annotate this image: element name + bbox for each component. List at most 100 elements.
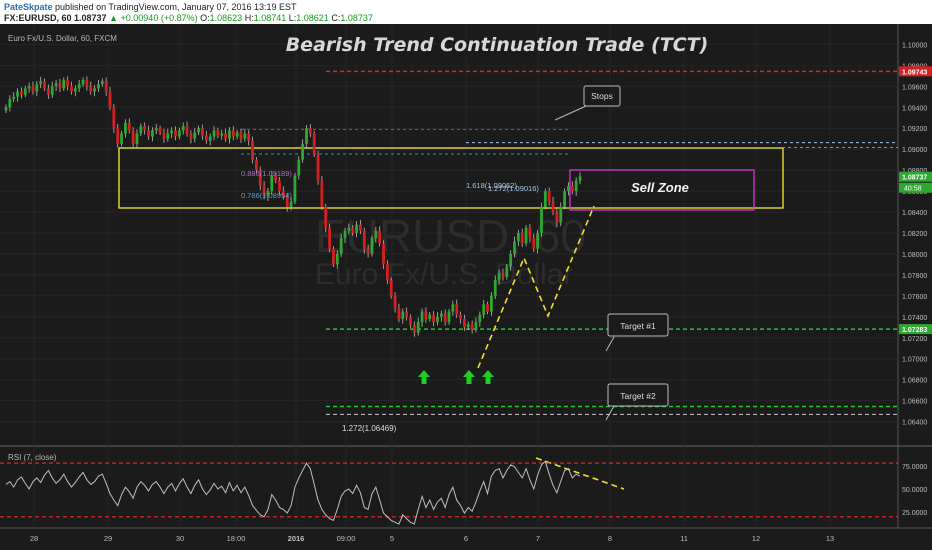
price-tags: 1.09743 1.08737 40:58 1.07283 xyxy=(899,66,932,335)
countdown-tag-label: 40:58 xyxy=(904,186,922,193)
candle-body xyxy=(347,227,351,231)
candle-body xyxy=(370,238,374,254)
target2-callout[interactable]: Target #2 xyxy=(605,383,669,421)
candles xyxy=(4,76,582,337)
main-plot-area[interactable] xyxy=(0,24,898,446)
price-axis-area[interactable] xyxy=(898,24,932,528)
low-value: 1.08621 xyxy=(296,13,329,23)
candle-body xyxy=(158,128,162,133)
candle-body xyxy=(62,80,66,89)
rsi-tick-label: 75.0000 xyxy=(902,464,927,471)
candle-body xyxy=(301,143,305,160)
sell-zone-label: Sell Zone xyxy=(631,180,689,195)
candle-body xyxy=(385,264,389,281)
candle-body xyxy=(127,122,131,131)
target1-callout[interactable]: Target #1 xyxy=(605,313,669,352)
candle-body xyxy=(216,130,220,136)
candle-body xyxy=(482,304,486,315)
up-arrow-icon: ▲ xyxy=(109,13,119,23)
sell-zone-box[interactable] xyxy=(569,169,755,211)
stops-callout-label: Stops xyxy=(591,91,613,101)
candle-body xyxy=(231,130,235,137)
candle-body xyxy=(12,96,16,99)
time-tick-label: 5 xyxy=(390,534,394,543)
candle-body xyxy=(401,311,405,319)
price-chart[interactable]: EURUSD, 60 Euro Fx/U.S. Dollar Bearish T… xyxy=(0,24,932,550)
ohlc-line: FX:EURUSD, 60 1.08737 ▲ +0.00940 (+0.87%… xyxy=(4,13,373,23)
candle-body xyxy=(193,132,197,139)
fib-label-0886: 0.886(1.09189) xyxy=(241,169,292,178)
stops-callout-leader xyxy=(554,105,587,121)
stops-callout[interactable]: Stops xyxy=(554,85,621,121)
candle-body xyxy=(324,206,328,228)
candle-body xyxy=(212,130,216,137)
candle-body xyxy=(339,238,343,254)
candle-body xyxy=(4,107,8,111)
price-tick-label: 1.07000 xyxy=(902,357,927,364)
candle-body xyxy=(574,180,578,192)
candle-body xyxy=(570,185,574,192)
candle-body xyxy=(374,230,378,239)
price-tick-label: 1.09200 xyxy=(902,126,927,133)
high-value: 1.08741 xyxy=(253,13,287,23)
price-tick-label: 1.08000 xyxy=(902,252,927,259)
candle-body xyxy=(154,128,158,131)
candle-body xyxy=(420,311,424,323)
candle-body xyxy=(320,180,324,207)
candle-body xyxy=(73,88,77,92)
candle-body xyxy=(281,191,285,197)
candle-body xyxy=(335,253,339,265)
price-tick-label: 1.07800 xyxy=(902,273,927,280)
price-axis-labels: 1.100001.098001.096001.094001.092001.090… xyxy=(902,42,927,426)
price-tick-label: 1.08800 xyxy=(902,168,927,175)
stops-price-tag-label: 1.09743 xyxy=(902,69,927,76)
chart-header: PateSkpate published on TradingView.com,… xyxy=(0,0,932,24)
target1-callout-label: Target #1 xyxy=(620,321,656,331)
current-price-tag-bg xyxy=(899,171,932,182)
candle-body xyxy=(516,233,520,242)
candle-body xyxy=(362,230,366,249)
candle-body xyxy=(177,130,181,137)
horizontal-levels xyxy=(241,70,898,415)
candle-body xyxy=(432,314,436,323)
price-tick-label: 1.10000 xyxy=(902,42,927,49)
candle-body xyxy=(85,80,89,87)
abcd-pattern-line[interactable] xyxy=(477,205,595,369)
candle-body xyxy=(20,91,23,95)
countdown-tag-bg xyxy=(899,182,932,193)
watermark-name: Euro Fx/U.S. Dollar xyxy=(315,258,573,291)
candle-body xyxy=(104,81,108,92)
range-box[interactable] xyxy=(118,147,784,209)
candle-body xyxy=(501,272,505,278)
candle-body xyxy=(255,159,258,171)
candle-body xyxy=(266,191,270,197)
rsi-divergence-line[interactable] xyxy=(535,457,625,490)
candle-body xyxy=(297,159,301,176)
rsi-pane[interactable] xyxy=(0,460,898,525)
candle-body xyxy=(463,318,466,328)
price-tick-label: 1.08200 xyxy=(902,231,927,238)
price-tick-label: 1.08400 xyxy=(902,210,927,217)
candle-body xyxy=(528,227,532,239)
candle-body xyxy=(181,126,185,131)
time-tick-label: 13 xyxy=(826,534,834,543)
candle-body xyxy=(220,133,224,136)
candle-body xyxy=(397,308,401,319)
price-tick-label: 1.07400 xyxy=(902,315,927,322)
open-label: O: xyxy=(200,13,210,23)
symbol-label[interactable]: FX:EURUSD, 60 xyxy=(4,13,72,23)
candle-body xyxy=(489,295,493,312)
watermark-symbol: EURUSD, 60 xyxy=(315,210,586,262)
candle-body xyxy=(443,313,447,323)
candle-body xyxy=(486,304,489,312)
candle-body xyxy=(197,128,201,133)
price-tick-label: 1.06400 xyxy=(902,420,927,427)
candle-body xyxy=(93,88,97,92)
author-link[interactable]: PateSkpate xyxy=(4,2,53,12)
fib-label-1272: 1.272(1.06469) xyxy=(342,424,397,433)
candle-body xyxy=(343,230,347,239)
rsi-label: RSI (7, close) xyxy=(8,453,57,462)
candle-body xyxy=(316,154,320,181)
price-tick-label: 1.06600 xyxy=(902,399,927,406)
